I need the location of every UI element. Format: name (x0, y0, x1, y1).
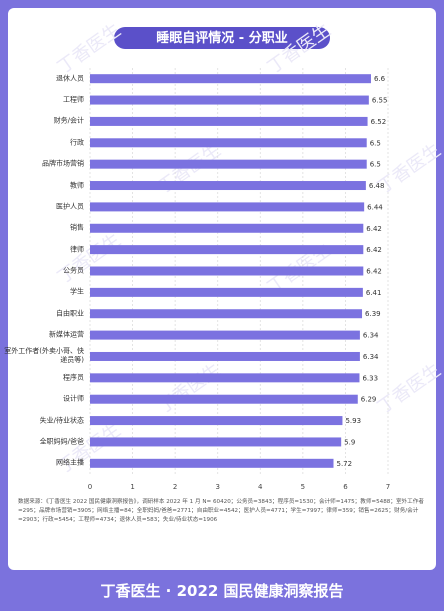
value-label: 6.44 (367, 203, 383, 211)
value-label: 6.34 (363, 332, 379, 340)
y-tick-label: 律师 (70, 245, 84, 254)
value-label: 6.41 (366, 289, 382, 297)
x-tick-label: 0 (88, 483, 92, 491)
bar (90, 116, 368, 126)
y-tick-label: 退休人员 (56, 74, 84, 83)
y-tick-label: 品牌市场营销 (42, 159, 84, 168)
watermark: 丁香医生 (54, 20, 125, 78)
watermark: 丁香医生 (154, 360, 225, 418)
y-tick-label: 室外工作者(外卖小哥、快递员等) (4, 347, 84, 365)
value-label: 6.55 (372, 97, 388, 105)
bar (90, 181, 366, 191)
bar (90, 223, 364, 233)
x-tick-label: 7 (386, 483, 390, 491)
y-tick-label: 失业/待业状态 (39, 416, 84, 425)
chart-title: 睡眠自评情况 - 分职业 (156, 30, 287, 46)
y-tick-label: 新媒体运营 (49, 330, 84, 339)
y-tick-label: 医护人员 (56, 202, 84, 211)
footer: 丁香医生 · 2022 国民健康洞察报告 (100, 582, 344, 600)
value-label: 6.34 (363, 353, 379, 361)
value-label: 6.39 (365, 310, 381, 318)
value-label: 6.52 (371, 118, 387, 126)
bar (90, 159, 367, 169)
value-label: 6.42 (366, 268, 382, 276)
x-tick-label: 3 (215, 483, 219, 491)
value-label: 6.5 (370, 139, 381, 147)
y-tick-label: 网络主播 (56, 458, 84, 467)
y-tick-label: 程序员 (63, 373, 84, 382)
x-tick-label: 5 (301, 483, 305, 491)
y-tick-label: 全职妈妈/爸爸 (39, 437, 84, 446)
bar (90, 74, 371, 84)
value-label: 5.9 (344, 438, 355, 446)
bar (90, 416, 343, 426)
bar (90, 330, 360, 340)
y-tick-label: 行政 (70, 138, 84, 147)
watermark: 丁香医生 (54, 230, 125, 288)
bar (90, 245, 364, 255)
watermark: 丁香医生 (54, 420, 125, 478)
bar (90, 458, 334, 468)
value-label: 6.42 (366, 246, 382, 254)
bar (90, 95, 369, 105)
value-label: 5.93 (345, 417, 361, 425)
title-pill (114, 27, 330, 49)
x-tick-label: 4 (258, 483, 263, 491)
bar (90, 138, 367, 148)
value-label: 6.33 (362, 374, 378, 382)
value-label: 6.42 (366, 225, 382, 233)
x-tick-label: 6 (343, 483, 348, 491)
y-tick-label: 工程师 (63, 95, 84, 104)
y-tick-label: 销售 (70, 223, 84, 232)
bar (90, 309, 363, 319)
source-note: 数据来源：《丁香医生 2022 国民健康洞察报告》，调研样本 2022 年 1 … (18, 499, 424, 523)
bar (90, 351, 360, 361)
y-tick-label: 公务员 (63, 266, 84, 275)
y-tick-label: 学生 (70, 287, 84, 296)
bar (90, 202, 365, 212)
value-label: 6.48 (369, 182, 385, 190)
bar (90, 437, 342, 447)
y-tick-label: 自由职业 (56, 309, 84, 318)
bar (90, 266, 364, 276)
bar (90, 373, 360, 383)
value-label: 6.6 (374, 75, 386, 83)
y-tick-label: 设计师 (63, 394, 84, 403)
value-label: 6.29 (361, 396, 377, 404)
value-label: 6.5 (370, 161, 381, 169)
value-label: 5.72 (337, 460, 353, 468)
y-tick-label: 财务/会计 (53, 116, 84, 125)
bar (90, 287, 363, 297)
bar (90, 394, 358, 404)
x-tick-label: 1 (130, 483, 134, 491)
y-tick-label: 教师 (70, 181, 84, 190)
x-tick-label: 2 (173, 483, 177, 491)
watermark: 丁香医生 (374, 360, 444, 418)
